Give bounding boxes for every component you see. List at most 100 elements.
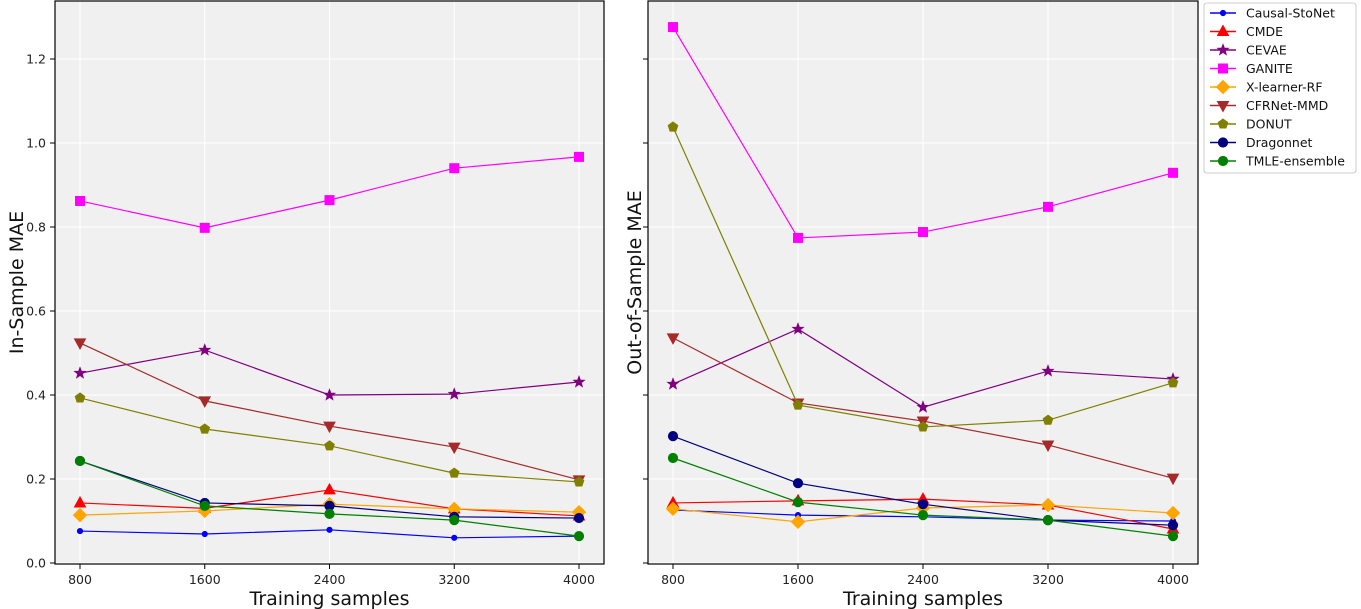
legend-label: DONUT xyxy=(1246,117,1292,132)
data-point xyxy=(451,534,458,541)
legend-label: CFRNet-MMD xyxy=(1246,98,1328,113)
data-point xyxy=(75,195,85,206)
data-point xyxy=(1166,473,1180,486)
legend-marker xyxy=(1217,118,1229,129)
data-point xyxy=(323,421,336,434)
x-tick-label: 1600 xyxy=(189,572,221,587)
data-point xyxy=(1040,497,1056,513)
legend-marker xyxy=(1216,43,1230,56)
data-point xyxy=(449,163,460,174)
data-point xyxy=(322,388,337,401)
series-ganite xyxy=(75,151,584,233)
data-point xyxy=(1167,520,1179,531)
y-tick-label: 0.6 xyxy=(26,304,46,319)
data-point xyxy=(666,333,680,345)
x-tick-label: 3200 xyxy=(438,572,470,587)
data-point xyxy=(72,507,88,523)
x-axis-label: Training samples xyxy=(842,588,1003,609)
legend-box xyxy=(1203,2,1357,174)
x-tick-label: 800 xyxy=(68,572,92,587)
data-point xyxy=(74,455,86,467)
legend-entry: GANITE xyxy=(1210,61,1293,76)
y-tick-label: 0.0 xyxy=(26,556,46,571)
data-point xyxy=(1043,201,1053,212)
legend-marker xyxy=(1219,9,1227,17)
data-point xyxy=(917,510,929,521)
data-point xyxy=(792,478,804,489)
data-point xyxy=(792,399,804,410)
data-point xyxy=(1167,377,1179,388)
data-point xyxy=(572,375,586,388)
legend-label: CEVAE xyxy=(1246,43,1287,58)
data-point xyxy=(199,500,210,511)
data-point xyxy=(792,497,804,508)
data-point xyxy=(573,531,585,542)
data-point xyxy=(447,442,461,455)
data-point xyxy=(201,530,208,538)
in-sample-panel: 0.0 0.2 0.4 0.6 0.8 1.0 1.2 800 1600 2400 3200 4000… xyxy=(6,0,605,609)
legend-marker xyxy=(1218,63,1228,74)
data-point xyxy=(199,423,211,434)
data-point xyxy=(76,527,84,535)
y-axis-label: In-Sample MAE xyxy=(6,211,28,354)
data-point xyxy=(573,512,585,524)
data-point xyxy=(73,366,87,379)
data-point xyxy=(324,508,335,519)
data-point xyxy=(574,151,584,162)
series-tmle-ensemble xyxy=(74,455,585,542)
legend-marker xyxy=(1216,24,1230,36)
series-tmle-ensemble xyxy=(667,452,1179,542)
data-point xyxy=(74,392,86,403)
legend-label: GANITE xyxy=(1246,61,1293,76)
data-point xyxy=(199,222,210,233)
data-point xyxy=(573,476,585,487)
data-point xyxy=(916,400,930,413)
y-axis-label: Out-of-Sample MAE xyxy=(624,190,646,374)
data-point xyxy=(198,343,212,356)
legend-marker xyxy=(1216,101,1230,113)
series-donut xyxy=(74,392,585,487)
data-point xyxy=(1042,515,1054,526)
data-point xyxy=(1165,505,1181,521)
y-tick-label: 1.2 xyxy=(26,52,46,67)
y-tick-label: 0.2 xyxy=(26,472,46,487)
data-point xyxy=(198,396,212,408)
data-point xyxy=(1168,167,1178,178)
data-point xyxy=(667,121,679,132)
data-point xyxy=(791,322,805,335)
data-point xyxy=(326,526,333,533)
x-tick-label: 2400 xyxy=(907,572,939,587)
data-point xyxy=(449,515,460,526)
legend-entry: TMLE-ensemble xyxy=(1210,154,1345,169)
data-point xyxy=(447,387,461,400)
x-tick-label: 4000 xyxy=(563,572,595,587)
data-point xyxy=(667,431,679,442)
y-tick-label: 0.4 xyxy=(26,388,46,403)
data-point xyxy=(790,514,806,530)
data-point xyxy=(1042,414,1054,425)
series-cevae xyxy=(73,343,586,401)
legend-label: X-learner-RF xyxy=(1246,80,1323,95)
legend-label: TMLE-ensemble xyxy=(1245,154,1345,169)
legend-entry: Dragonnet xyxy=(1210,135,1313,150)
legend-label: CMDE xyxy=(1246,24,1283,39)
data-point xyxy=(667,452,679,464)
data-point xyxy=(668,22,678,33)
legend-entry: CFRNet-MMD xyxy=(1210,98,1328,113)
legend-entry: DONUT xyxy=(1210,117,1292,132)
data-point xyxy=(73,495,87,508)
legend-marker xyxy=(1217,155,1229,167)
data-point xyxy=(918,227,928,238)
legend-label: Dragonnet xyxy=(1246,135,1313,150)
data-point xyxy=(917,499,929,510)
data-point xyxy=(1041,440,1055,453)
data-point xyxy=(917,421,929,432)
data-point xyxy=(324,440,335,451)
x-tick-label: 2400 xyxy=(314,572,346,587)
legend: Causal-StoNet CMDE CEVAE GANITE X-learner-RF… xyxy=(1203,2,1357,174)
data-point xyxy=(324,195,335,206)
data-point xyxy=(1041,364,1055,377)
y-tick-label: 0.8 xyxy=(26,220,46,235)
legend-marker xyxy=(1217,137,1229,148)
